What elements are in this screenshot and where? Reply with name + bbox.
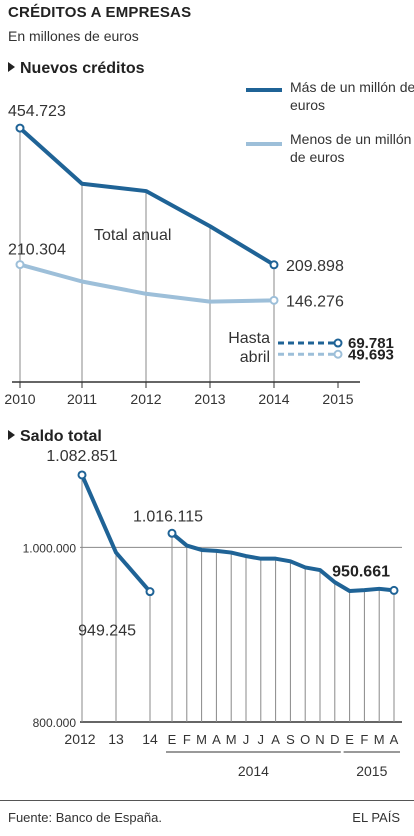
x-tick-label: J <box>258 732 265 747</box>
x-tick-label: 2014 <box>258 391 289 407</box>
series-line-small <box>19 262 275 304</box>
new-credits-chart: 2010 2011 2012 2013 2014 2015 454.723 209.898 69… <box>4 103 394 407</box>
annotation-total-annual: Total anual <box>94 227 171 244</box>
triangle-bullet-icon <box>8 62 15 72</box>
page-title: CRÉDITOS A EMPRESAS <box>8 4 192 21</box>
source-note: Fuente: Banco de España. <box>8 810 162 825</box>
section-title-new-credits: Nuevos créditos <box>8 60 144 78</box>
data-point <box>15 123 25 133</box>
x-tick-label: J <box>243 732 250 747</box>
publisher-credit: EL PAÍS <box>352 810 400 825</box>
x-tick-label: 2015 <box>322 391 353 407</box>
x-tick-label: F <box>183 732 191 747</box>
data-label: 1.082.851 <box>46 448 117 465</box>
footer-rule <box>0 800 414 801</box>
series-line-annual <box>80 474 152 593</box>
data-point <box>77 470 87 480</box>
data-point <box>145 587 155 597</box>
data-label: 146.276 <box>286 293 344 310</box>
legend-label-small: Menos de un millón de euros <box>290 131 412 165</box>
x-tick-label: S <box>286 732 295 747</box>
data-label: 210.304 <box>8 242 66 259</box>
annotation-until-april: Hasta <box>228 330 270 347</box>
x-tick-label: M <box>226 732 237 747</box>
data-point <box>333 349 343 359</box>
x-tick-label: A <box>390 732 399 747</box>
x-tick-label: 2013 <box>194 391 225 407</box>
annotation-until-april: abril <box>240 349 270 366</box>
section-title-text: Saldo total <box>20 428 102 445</box>
y-tick-label: 1.000.000 <box>23 541 77 555</box>
data-label: 69.781 <box>348 335 394 352</box>
data-label: 454.723 <box>8 103 66 120</box>
triangle-bullet-icon <box>8 430 15 440</box>
x-tick-label: E <box>345 732 354 747</box>
section-title-text: Nuevos créditos <box>20 60 145 77</box>
data-label: 949.245 <box>78 623 136 640</box>
x-tick-label: E <box>168 732 177 747</box>
data-point <box>269 295 279 305</box>
x-tick-label: O <box>300 732 310 747</box>
y-tick-label: 800.000 <box>33 716 77 730</box>
x-tick-label: 14 <box>142 731 158 747</box>
page-subtitle: En millones de euros <box>8 28 139 44</box>
x-tick-label: A <box>271 732 280 747</box>
x-tick-label: 2012 <box>64 731 95 747</box>
section-title-total-balance: Saldo total <box>8 428 102 446</box>
data-point <box>167 528 177 538</box>
data-label: 49.693 <box>348 346 394 363</box>
year-group-label: 2014 <box>238 763 269 779</box>
x-tick-label: 13 <box>108 731 124 747</box>
data-point <box>15 260 25 270</box>
data-label: 950.661 <box>332 563 390 580</box>
legend-swatch-large <box>246 88 282 92</box>
data-label: 1.016.115 <box>133 508 203 525</box>
legend-swatch-small <box>246 142 282 146</box>
data-label: 209.898 <box>286 258 344 275</box>
x-tick-label: D <box>330 732 339 747</box>
x-tick-label: M <box>196 732 207 747</box>
x-tick-label: 2012 <box>130 391 161 407</box>
x-tick-label: N <box>315 732 324 747</box>
x-tick-label: 2010 <box>4 391 35 407</box>
data-point <box>389 585 399 595</box>
x-tick-label: F <box>360 732 368 747</box>
x-tick-label: M <box>374 732 385 747</box>
legend-label-large: Más de un millón de euros <box>290 79 414 113</box>
x-tick-label: A <box>212 732 221 747</box>
year-group-label: 2015 <box>356 763 387 779</box>
data-point <box>333 338 343 348</box>
series-line-monthly <box>170 531 395 593</box>
series-line-large <box>18 126 276 267</box>
data-point <box>269 260 279 270</box>
x-tick-label: 2011 <box>67 391 97 407</box>
